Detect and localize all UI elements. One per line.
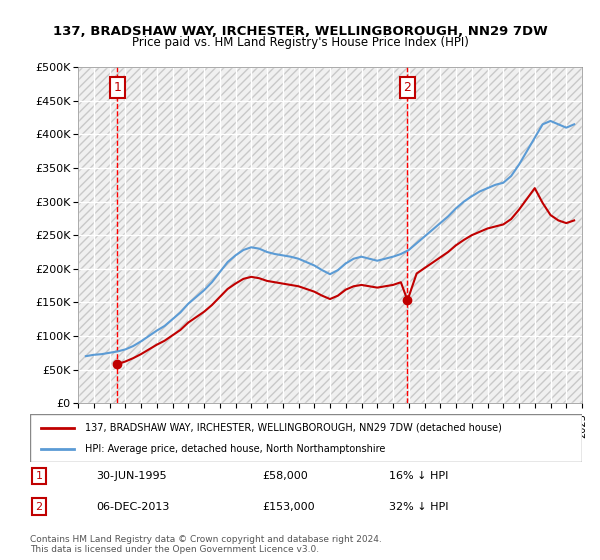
FancyBboxPatch shape [30,414,582,462]
Text: Price paid vs. HM Land Registry's House Price Index (HPI): Price paid vs. HM Land Registry's House … [131,36,469,49]
Text: 16% ↓ HPI: 16% ↓ HPI [389,471,448,481]
Text: Contains HM Land Registry data © Crown copyright and database right 2024.
This d: Contains HM Land Registry data © Crown c… [30,535,382,554]
Text: 32% ↓ HPI: 32% ↓ HPI [389,502,448,512]
Text: 137, BRADSHAW WAY, IRCHESTER, WELLINGBOROUGH, NN29 7DW (detached house): 137, BRADSHAW WAY, IRCHESTER, WELLINGBOR… [85,423,502,433]
Text: £58,000: £58,000 [262,471,308,481]
Bar [78,67,582,403]
Text: £153,000: £153,000 [262,502,314,512]
Text: 1: 1 [35,471,43,481]
Text: 30-JUN-1995: 30-JUN-1995 [96,471,167,481]
Text: 2: 2 [35,502,43,512]
Text: 2: 2 [404,81,412,94]
Text: HPI: Average price, detached house, North Northamptonshire: HPI: Average price, detached house, Nort… [85,444,386,454]
Text: 137, BRADSHAW WAY, IRCHESTER, WELLINGBOROUGH, NN29 7DW: 137, BRADSHAW WAY, IRCHESTER, WELLINGBOR… [53,25,547,38]
Text: 06-DEC-2013: 06-DEC-2013 [96,502,170,512]
Text: 1: 1 [113,81,121,94]
